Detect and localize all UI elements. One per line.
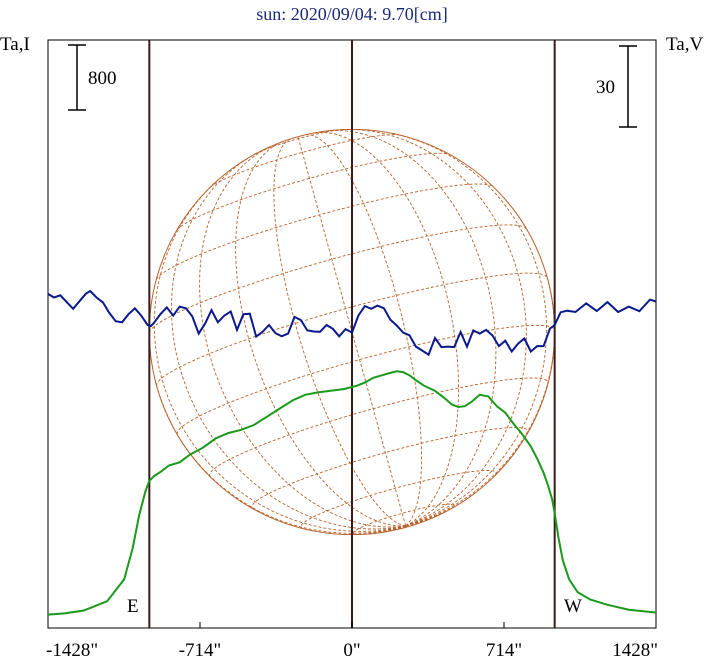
right-scale-label: 30 [596,77,615,98]
x-tick-label: 714" [486,640,522,661]
left-scale-label: 800 [88,68,117,89]
x-tick-label: 1428" [612,640,658,661]
left-axis-label: Ta,I [0,34,30,55]
chart-title: sun: 2020/09/04: 9.70[cm] [256,4,448,24]
right-axis-label: Ta,V [666,34,703,55]
x-tick-label: -1428" [46,640,98,661]
west-label: W [564,596,582,617]
x-tick-label: 0" [343,640,360,661]
east-label: E [127,596,139,617]
x-tick-label: -714" [179,640,222,661]
